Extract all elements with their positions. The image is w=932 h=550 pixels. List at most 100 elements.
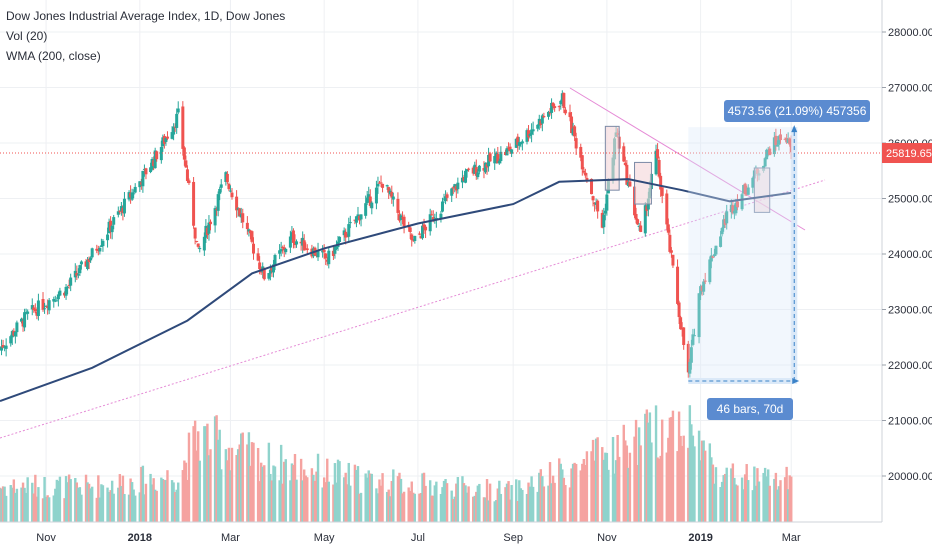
candle-body <box>401 217 405 219</box>
volume-bar <box>246 444 249 522</box>
volume-bar <box>183 460 186 522</box>
x-tick-label: Nov <box>597 532 617 544</box>
volume-bar <box>346 484 349 522</box>
measure-arrow-right <box>792 377 800 384</box>
candle-body <box>402 216 406 227</box>
candle-body <box>64 286 68 296</box>
candle-body <box>130 192 134 200</box>
candle-body <box>138 181 142 188</box>
volume-bar <box>101 485 105 522</box>
candle-body <box>562 93 566 108</box>
volume-bar <box>387 489 390 522</box>
candle-body <box>657 160 661 177</box>
volume-bar <box>299 458 303 522</box>
volume-bar <box>141 465 145 522</box>
volume-bar <box>149 473 152 522</box>
candle-body <box>248 230 252 234</box>
volume-bar <box>766 469 770 522</box>
candle-body <box>550 102 554 113</box>
wma-line <box>0 178 792 403</box>
volume-bar <box>78 487 82 522</box>
candle-body <box>333 246 337 254</box>
volume-bar <box>768 485 771 522</box>
volume-bar <box>54 488 57 522</box>
candle-body <box>159 147 163 161</box>
candle-body <box>282 247 286 251</box>
volume-bar <box>193 420 197 522</box>
candle-body <box>112 217 116 225</box>
candle-body <box>766 149 770 152</box>
volume-bar <box>542 486 546 522</box>
candle-body <box>101 240 105 247</box>
candle-body <box>476 172 480 178</box>
candle-body <box>302 240 306 251</box>
volume-bar <box>670 417 673 522</box>
candle-body <box>279 249 283 252</box>
candle-body <box>32 307 36 310</box>
candle-body <box>746 187 750 195</box>
volume-bar <box>604 452 607 522</box>
volume-bar <box>44 496 48 522</box>
candle-body <box>133 186 137 193</box>
volume-bar <box>590 451 593 522</box>
volume-bar <box>155 490 158 522</box>
volume-bar <box>392 469 395 522</box>
candle-body <box>786 138 790 144</box>
candle-body <box>487 154 491 167</box>
candle-body <box>184 160 188 168</box>
volume-bar <box>224 449 228 522</box>
volume-bar <box>150 484 154 522</box>
volume-bar <box>213 416 217 522</box>
volume-bar <box>753 466 756 522</box>
candle-body <box>510 149 514 154</box>
volume-bar <box>259 462 263 522</box>
volume-bar <box>551 475 555 522</box>
candle-body <box>370 202 374 209</box>
candle-body <box>338 236 342 243</box>
volume-bar <box>472 496 475 522</box>
volume-bar <box>507 481 510 522</box>
volume-bar <box>306 477 309 522</box>
volume-bar <box>152 478 155 522</box>
volume-bar <box>733 477 736 522</box>
measure-arrow-up <box>791 125 798 133</box>
volume-bar <box>0 488 3 522</box>
candle-body <box>116 211 120 215</box>
volume-bar <box>584 464 587 522</box>
candle-body <box>430 214 434 216</box>
candle-body <box>316 250 320 258</box>
candle-body <box>173 126 177 128</box>
candle-body <box>142 168 146 170</box>
x-tick-label: Nov <box>36 532 56 544</box>
legend-title: Dow Jones Industrial Average Index, 1D, … <box>6 9 286 23</box>
candle-body <box>745 193 749 195</box>
candle-body <box>273 255 277 267</box>
volume-bar <box>301 480 304 522</box>
candle-body <box>218 189 222 194</box>
candle-body <box>364 203 368 216</box>
candle-body <box>439 213 443 219</box>
candle-body <box>165 136 169 139</box>
candle-body <box>129 192 133 198</box>
volume-bar <box>69 479 72 522</box>
candle-body <box>379 182 383 184</box>
volume-bar <box>441 487 444 522</box>
volume-bar <box>315 471 318 522</box>
volume-bar <box>762 472 765 522</box>
volume-bar <box>742 489 745 522</box>
volume-bar <box>541 476 544 522</box>
volume-bar <box>421 473 424 522</box>
candle-body <box>669 250 673 253</box>
volume-bar <box>402 491 406 522</box>
volume-bar <box>455 483 458 522</box>
volume-bar <box>364 473 367 522</box>
volume-bar <box>736 485 739 522</box>
volume-bar <box>650 442 653 522</box>
volume-bar <box>508 499 512 522</box>
candle-body <box>122 198 126 214</box>
candle-body <box>751 177 755 188</box>
candle-body <box>322 249 326 253</box>
volume-bar <box>617 456 621 522</box>
